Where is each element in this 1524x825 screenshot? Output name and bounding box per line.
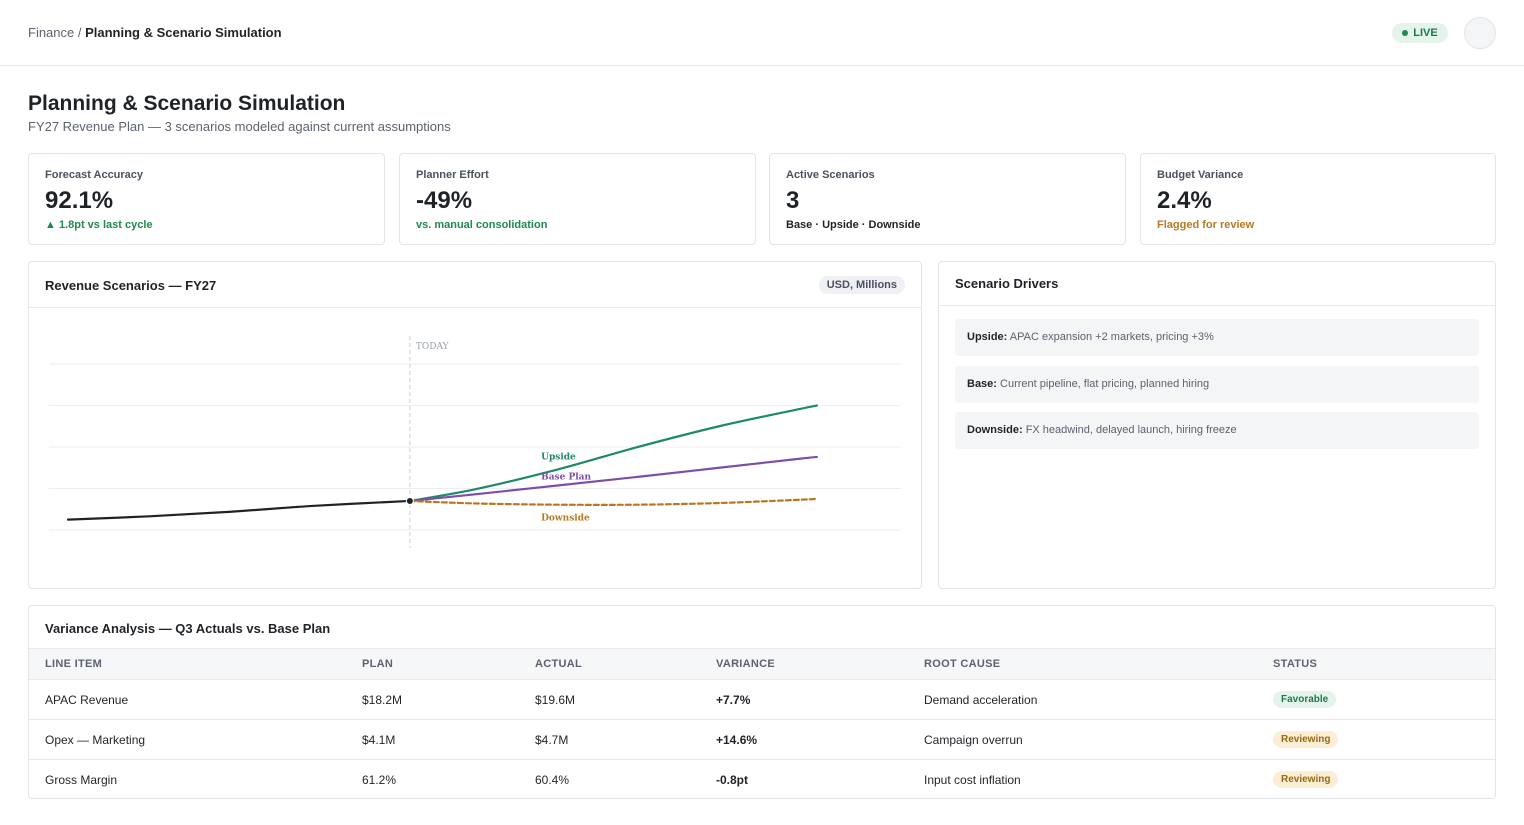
- driver-text: APAC expansion +2 markets, pricing +3%: [1009, 331, 1214, 343]
- cell-line-item: Gross Margin: [45, 772, 118, 787]
- cell-plan: $4.1M: [346, 719, 519, 760]
- series-line-actual: [66, 499, 411, 521]
- cell-actual: $4.7M: [519, 719, 700, 760]
- kpi-card-budget-variance: Budget Variance 2.4% Flagged for review: [1140, 153, 1496, 245]
- cell-root-cause: Demand acceleration: [908, 679, 1257, 720]
- cell-status: Reviewing: [1257, 719, 1495, 760]
- kpi-note: ▲ 1.8pt vs last cycle: [45, 219, 153, 231]
- variance-panel-title: Variance Analysis — Q3 Actuals vs. Base …: [45, 621, 331, 636]
- avatar[interactable]: [1464, 17, 1496, 49]
- cell-plan: 61.2%: [362, 772, 397, 787]
- breadcrumb-parent[interactable]: Finance: [28, 25, 75, 40]
- live-badge: LIVE: [1392, 23, 1448, 43]
- unit-badge: USD, Millions: [818, 276, 905, 294]
- column-header[interactable]: LINE ITEM: [29, 648, 346, 680]
- live-label: LIVE: [1413, 27, 1438, 39]
- kpi-card-active-scenarios: Active Scenarios 3 Base · Upside · Downs…: [769, 153, 1126, 245]
- status-badge: Favorable: [1273, 691, 1337, 708]
- scenario-drivers-panel: Scenario Drivers Upside: APAC expansion …: [938, 261, 1496, 589]
- column-header[interactable]: VARIANCE: [700, 648, 908, 680]
- chart-panel-title: Revenue Scenarios — FY27: [45, 278, 217, 293]
- driver-text: FX headwind, delayed launch, hiring free…: [1025, 424, 1237, 436]
- kpi-note: Flagged for review: [1157, 219, 1255, 231]
- series-line-upside: [408, 404, 818, 503]
- cell-variance: -0.8pt: [716, 772, 749, 787]
- driver-text: Current pipeline, flat pricing, planned …: [1000, 378, 1210, 390]
- today-data-point: [405, 496, 414, 505]
- series-label-downside: Downside: [541, 513, 590, 523]
- kpi-label: Budget Variance: [1157, 169, 1244, 181]
- cell-actual: 60.4%: [535, 772, 570, 787]
- column-header[interactable]: ACTUAL: [519, 648, 700, 680]
- driver-label: Base:: [967, 378, 997, 390]
- status-badge: Reviewing: [1273, 771, 1339, 789]
- table-row[interactable]: Gross Margin 61.2% 60.4% -0.8pt Input co…: [29, 760, 1495, 800]
- series-line-base: [408, 455, 818, 503]
- revenue-scenarios-chart: TODAY Upside Base Plan Downside: [49, 336, 901, 548]
- kpi-label: Forecast Accuracy: [45, 169, 144, 181]
- table-header-row: LINE ITEM PLAN ACTUAL VARIANCE ROOT CAUS…: [29, 648, 1495, 680]
- kpi-value: 92.1%: [45, 187, 114, 214]
- cell-status: Favorable: [1257, 679, 1495, 720]
- kpi-label: Active Scenarios: [786, 169, 875, 181]
- variance-table: LINE ITEM PLAN ACTUAL VARIANCE ROOT CAUS…: [29, 648, 1495, 800]
- live-dot-icon: [1402, 30, 1409, 36]
- column-header[interactable]: STATUS: [1257, 648, 1495, 680]
- cell-status: Reviewing: [1257, 760, 1495, 800]
- kpi-card-forecast-accuracy: Forecast Accuracy 92.1% ▲ 1.8pt vs last …: [28, 153, 385, 245]
- status-badge: Reviewing: [1273, 731, 1339, 748]
- cell-root-cause: Input cost inflation: [924, 772, 1021, 787]
- series-line-downside: [408, 497, 818, 506]
- cell-plan: $18.2M: [346, 679, 519, 720]
- today-label: TODAY: [416, 342, 450, 352]
- panel-divider: [939, 305, 1495, 306]
- table-row[interactable]: Opex — Marketing $4.1M $4.7M +14.6% Camp…: [29, 719, 1495, 760]
- driver-downside: Downside: FX headwind, delayed launch, h…: [955, 412, 1479, 449]
- cell-variance: +14.6%: [700, 719, 908, 760]
- page-title: Planning & Scenario Simulation: [28, 92, 346, 115]
- kpi-value: 2.4%: [1157, 187, 1212, 214]
- kpi-label: Planner Effort: [416, 169, 489, 181]
- panel-divider: [29, 307, 921, 308]
- cell-line-item: Opex — Marketing: [29, 719, 346, 760]
- driver-upside: Upside: APAC expansion +2 markets, prici…: [955, 319, 1479, 356]
- column-header[interactable]: ROOT CAUSE: [908, 648, 1257, 680]
- variance-analysis-panel: Variance Analysis — Q3 Actuals vs. Base …: [28, 605, 1496, 799]
- driver-label: Downside:: [967, 424, 1023, 436]
- kpi-note: vs. manual consolidation: [416, 219, 548, 231]
- driver-label: Upside:: [967, 331, 1008, 343]
- cell-line-item: APAC Revenue: [29, 679, 346, 720]
- breadcrumb-separator: /: [74, 25, 86, 40]
- revenue-scenarios-panel: Revenue Scenarios — FY27 USD, Millions T…: [28, 261, 922, 589]
- cell-actual: $19.6M: [519, 679, 700, 720]
- page-subtitle: FY27 Revenue Plan — 3 scenarios modeled …: [28, 119, 451, 134]
- driver-base: Base: Current pipeline, flat pricing, pl…: [955, 366, 1479, 403]
- kpi-card-planner-effort: Planner Effort -49% vs. manual consolida…: [399, 153, 756, 245]
- kpi-value: 3: [786, 187, 800, 214]
- kpi-value: -49%: [416, 187, 473, 214]
- cell-root-cause: Campaign overrun: [908, 719, 1257, 760]
- cell-variance: +7.7%: [700, 679, 908, 720]
- kpi-note: Base · Upside · Downside: [786, 219, 921, 231]
- top-bar: Finance / Planning & Scenario Simulation…: [0, 0, 1524, 66]
- drivers-panel-title: Scenario Drivers: [955, 276, 1059, 291]
- table-row[interactable]: APAC Revenue $18.2M $19.6M +7.7% Demand …: [29, 679, 1495, 720]
- breadcrumb: Finance / Planning & Scenario Simulation: [28, 25, 282, 40]
- series-label-base: Base Plan: [541, 472, 591, 482]
- series-label-upside: Upside: [541, 453, 576, 463]
- column-header[interactable]: PLAN: [346, 648, 519, 680]
- breadcrumb-current: Planning & Scenario Simulation: [85, 25, 282, 40]
